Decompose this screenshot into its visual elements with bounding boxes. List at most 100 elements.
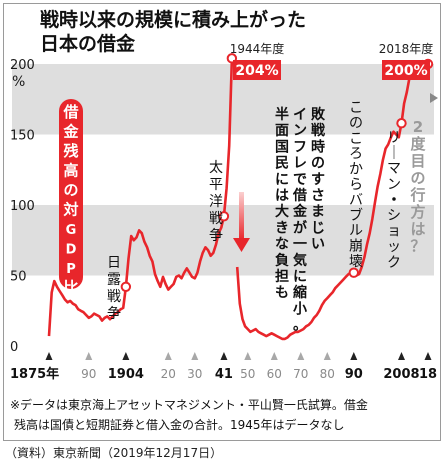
- debt-ratio-chart: 0 50 100 150 200% 1875年 90 1904 20 30 41 50 60 70 80 90…: [10, 8, 438, 432]
- vertical-char: 行: [409, 186, 425, 204]
- vertical-char: 露: [107, 272, 121, 288]
- x-axis: 1875年 90 1904 20 30 41 50 60 70 80 90 2008 18: [10, 352, 437, 382]
- x-tick-label: 20: [161, 367, 176, 381]
- vertical-char: ま: [311, 204, 325, 220]
- vertical-char: リ: [387, 130, 401, 146]
- x-tick-marker: [122, 352, 130, 360]
- peak-value-label: 204%: [235, 63, 278, 79]
- vertical-char: 日: [107, 255, 121, 271]
- vertical-char: 戦: [107, 289, 121, 305]
- vertical-char: に: [293, 269, 307, 285]
- x-tick-label: 90: [345, 367, 363, 382]
- x-tick-marker: [424, 352, 432, 360]
- x-tick-label: 80: [320, 367, 335, 381]
- series-label-char: D: [66, 243, 77, 258]
- x-tick-marker: [350, 352, 358, 360]
- series-label-char: 金: [62, 123, 79, 141]
- x-tick-marker: [191, 352, 199, 360]
- vertical-char: 壊: [349, 254, 363, 270]
- vertical-char: 小: [293, 301, 307, 317]
- postwar-drop-arrow: [233, 192, 250, 252]
- vertical-char: の: [311, 156, 325, 172]
- peak-year-label: 1944年度: [230, 41, 285, 56]
- arrow-shaft: [239, 192, 244, 240]
- vertical-char: は: [275, 188, 289, 204]
- vertical-char: バ: [349, 192, 363, 208]
- x-tick-label: 90: [81, 367, 96, 381]
- chart-title-line: 戦時以来の規模に積み上がった: [40, 8, 306, 31]
- vertical-char: ら: [349, 177, 363, 193]
- vertical-char: な: [275, 237, 289, 253]
- vertical-char: い: [311, 237, 325, 253]
- vertical-char: フ: [293, 139, 307, 155]
- peak-value-label: 200%: [384, 63, 427, 79]
- y-tick-label: 0: [10, 340, 18, 355]
- series-label-char: の: [63, 181, 78, 199]
- chart-frame: 0 50 100 150 200% 1875年 90 1904 20 30 41 50 60 70 80 90…: [3, 3, 441, 441]
- vertical-char: ッ: [387, 239, 401, 255]
- peak-year-label: 2018年度: [379, 41, 434, 56]
- x-tick-marker: [270, 352, 278, 360]
- vertical-char: き: [275, 220, 289, 236]
- x-tick-label: 41: [215, 367, 233, 382]
- vertical-char: 気: [293, 252, 307, 269]
- source-credit: （資料）東京新聞（2019年12月17日）: [5, 446, 223, 460]
- vertical-char: 争: [209, 228, 223, 244]
- vertical-char: ン: [387, 177, 401, 193]
- y-tick-label: 100: [10, 199, 35, 214]
- x-tick-marker: [45, 352, 53, 360]
- series-label-pill: [59, 99, 83, 289]
- chart-title-line: 日本の借金: [40, 32, 136, 55]
- vertical-char: が: [293, 219, 308, 236]
- vertical-char: こ: [349, 100, 363, 116]
- y-tick-label: 150: [10, 129, 35, 144]
- vertical-char: 方: [410, 203, 425, 221]
- vertical-char: 面: [275, 123, 289, 139]
- peak-1944: 1944年度 204%: [230, 41, 285, 80]
- x-tick-marker: [220, 352, 228, 360]
- vertical-char: ？: [410, 237, 425, 255]
- x-tick-marker: [397, 352, 405, 360]
- vertical-char: は: [410, 220, 425, 238]
- vertical-char: で: [293, 172, 307, 188]
- y-tick-label: 50: [10, 270, 27, 285]
- vertical-char: 担: [275, 268, 289, 285]
- x-tick-label: 70: [293, 367, 308, 381]
- vertical-char: 崩: [349, 239, 363, 255]
- peak-2018: 2018年度 200%: [379, 41, 434, 80]
- vertical-char: さ: [311, 188, 325, 204]
- footnote-line: 残高は国債と短期証券と借入金の合計。1945年はデータなし: [14, 417, 345, 432]
- vertical-char: ン: [293, 123, 307, 139]
- x-tick-marker: [297, 352, 305, 360]
- series-label-char: 高: [63, 162, 78, 180]
- vertical-char: も: [275, 285, 289, 301]
- vertical-char: 太: [209, 160, 223, 176]
- y-axis-unit: %: [12, 74, 25, 90]
- x-tick-label: 50: [240, 367, 255, 381]
- vertical-char: 敗: [311, 106, 326, 123]
- series-label-char: 対: [62, 201, 78, 219]
- vertical-char: に: [275, 172, 289, 188]
- series-label-char: 比: [63, 279, 78, 297]
- vertical-char: 。: [293, 318, 307, 334]
- vertical-char: 平: [209, 177, 223, 193]
- vertical-char: 2: [413, 118, 423, 136]
- vertical-char: レ: [293, 156, 307, 172]
- vertical-char: ｜: [387, 146, 401, 162]
- peak-value-badge: [382, 60, 430, 80]
- vertical-char: 金: [292, 203, 308, 220]
- vertical-char: 洋: [209, 194, 223, 210]
- peak-value-badge: [233, 60, 281, 80]
- footnote: ※データは東京海上アセットマネジメント・平山賢一氏試算。借金残高は国債と短期証券…: [10, 397, 368, 432]
- vertical-char: の: [349, 115, 363, 131]
- vertical-char: 目: [410, 152, 425, 170]
